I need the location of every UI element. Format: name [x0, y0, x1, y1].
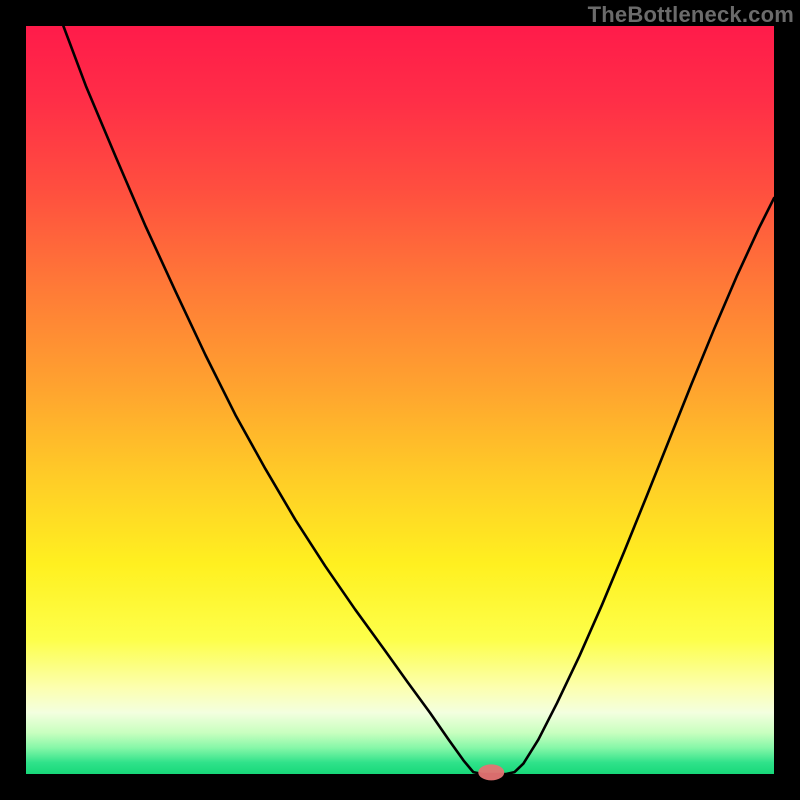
optimal-marker: [478, 764, 504, 780]
bottleneck-chart: [0, 0, 800, 800]
plot-background: [26, 26, 774, 774]
watermark-text: TheBottleneck.com: [588, 2, 794, 28]
chart-container: TheBottleneck.com: [0, 0, 800, 800]
